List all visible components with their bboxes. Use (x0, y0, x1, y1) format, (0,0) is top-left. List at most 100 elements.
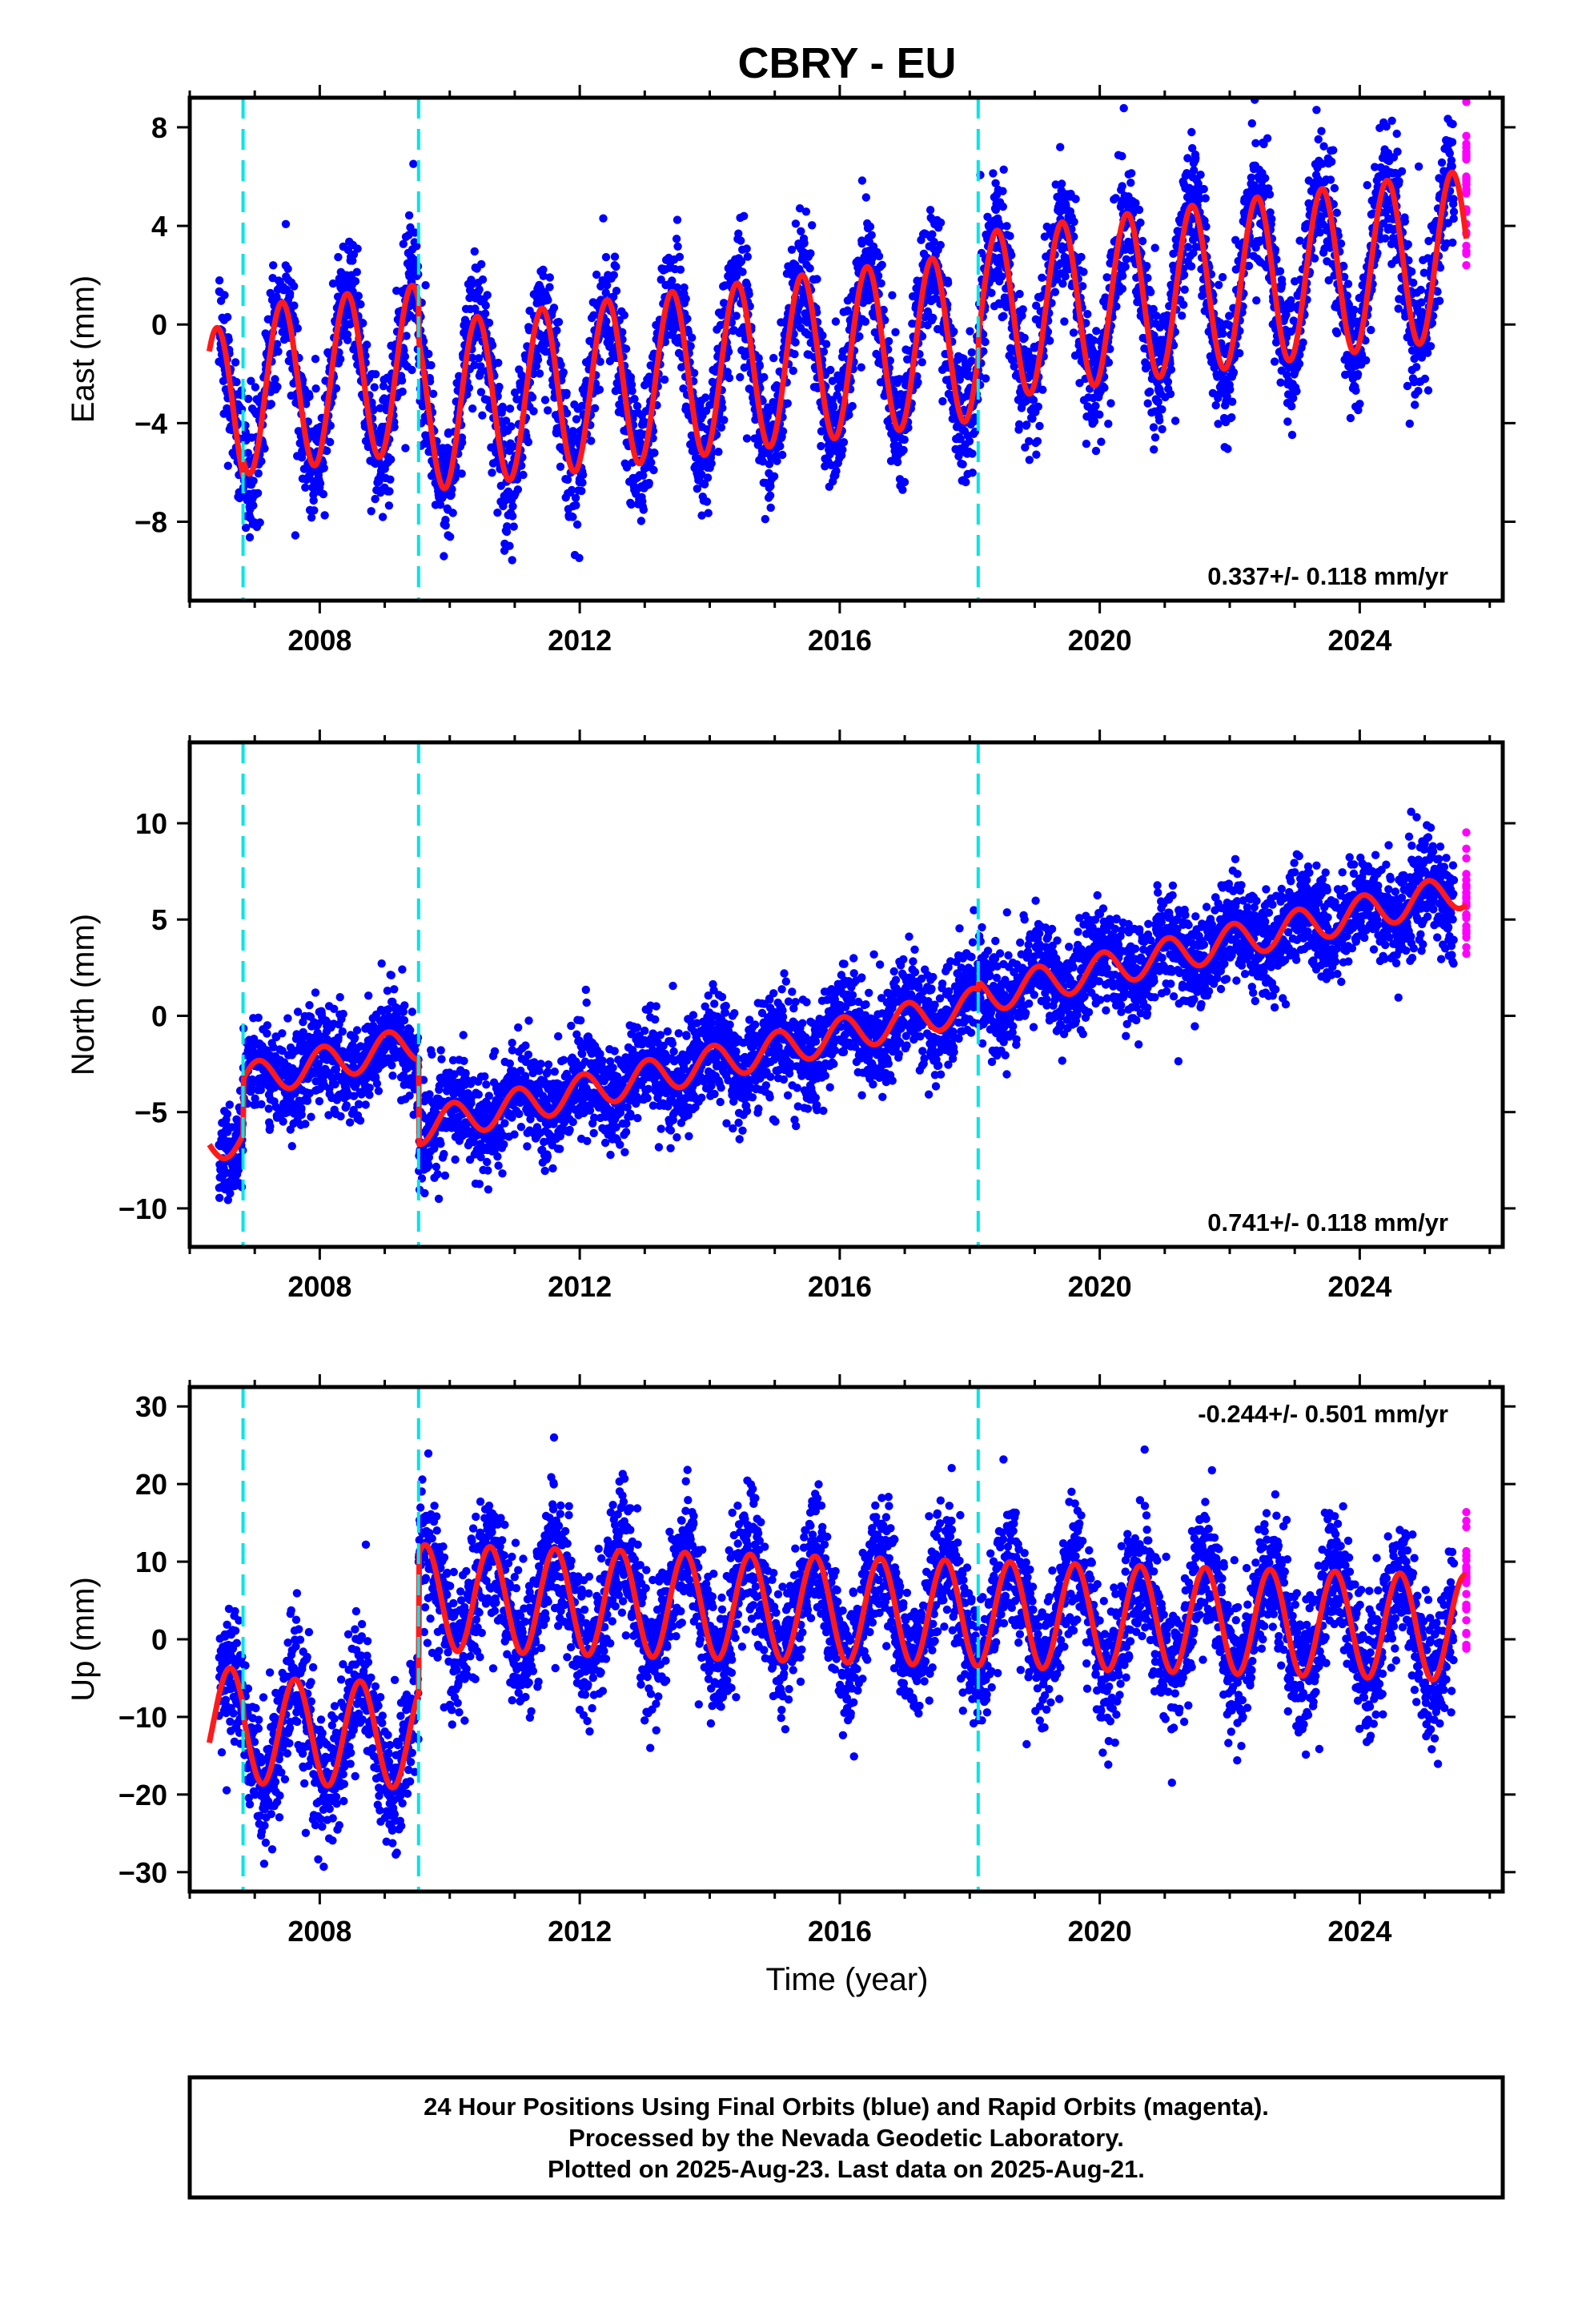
final-orbit-point (1006, 231, 1014, 240)
final-orbit-point (533, 356, 543, 364)
final-orbit-point (982, 374, 990, 383)
final-orbit-point (1343, 279, 1353, 288)
final-orbit-point (697, 470, 706, 479)
final-orbit-point (1179, 300, 1188, 309)
final-orbit-point (639, 505, 648, 514)
final-orbit-point (399, 239, 408, 248)
final-orbit-point (1278, 279, 1287, 288)
final-orbit-point (1118, 284, 1127, 293)
final-orbit-point (1154, 397, 1162, 407)
final-orbit-point (493, 509, 502, 517)
final-orbit-point (855, 332, 864, 341)
final-orbit-point (1198, 292, 1207, 300)
final-orbit-point (1202, 222, 1211, 231)
final-orbit-point (1405, 419, 1415, 428)
final-orbit-point (488, 468, 496, 477)
final-orbit-point (503, 522, 512, 531)
final-orbit-point (1363, 181, 1371, 190)
final-orbit-point (1223, 444, 1232, 453)
final-orbit-point (1265, 190, 1275, 199)
final-orbit-point (1261, 174, 1270, 183)
final-orbit-point (737, 257, 746, 266)
final-orbit-point (1282, 310, 1291, 320)
final-orbit-point (315, 479, 325, 488)
final-orbit-point (1053, 275, 1062, 283)
final-orbit-point (568, 513, 577, 521)
final-orbit-point (328, 279, 338, 288)
final-orbit-point (1414, 387, 1423, 396)
final-orbit-point (223, 461, 232, 470)
final-orbit-point (470, 360, 479, 370)
final-orbit-point (1102, 273, 1111, 282)
final-orbit-point (428, 389, 438, 398)
final-orbit-point (997, 272, 1006, 281)
final-orbit-point (938, 396, 947, 406)
final-orbit-point (1028, 414, 1037, 423)
final-orbit-point (356, 300, 365, 309)
final-orbit-point (630, 395, 639, 404)
final-orbit-point (556, 360, 565, 369)
final-orbit-point (478, 411, 487, 420)
final-orbit-point (290, 301, 299, 310)
final-orbit-point (936, 218, 946, 227)
final-orbit-point (833, 384, 843, 392)
final-orbit-point (1235, 348, 1244, 358)
final-orbit-point (766, 503, 775, 513)
final-orbit-point (568, 485, 576, 495)
final-orbit-point (601, 252, 611, 262)
final-orbit-point (787, 245, 797, 254)
final-orbit-point (386, 475, 395, 484)
final-orbit-point (1166, 389, 1175, 399)
final-orbit-point (281, 219, 291, 228)
final-orbit-point (930, 237, 938, 247)
final-orbit-point (1267, 215, 1276, 223)
final-orbit-point (612, 262, 620, 271)
final-orbit-point (808, 221, 817, 230)
final-orbit-point (640, 420, 648, 428)
final-orbit-point (707, 459, 716, 468)
final-orbit-point (881, 316, 889, 324)
final-orbit-point (1355, 400, 1364, 408)
final-orbit-point (1187, 127, 1196, 137)
final-orbit-point (587, 436, 596, 445)
final-orbit-point (1353, 370, 1363, 379)
final-orbit-point (1319, 220, 1327, 229)
final-orbit-point (1142, 262, 1151, 271)
final-orbit-point (307, 513, 316, 522)
final-orbit-point (510, 388, 520, 397)
final-orbit-point (1287, 402, 1296, 411)
final-orbit-point (1332, 328, 1342, 338)
final-orbit-point (628, 387, 636, 396)
final-orbit-point (478, 275, 488, 284)
final-orbit-point (1007, 251, 1016, 259)
final-orbit-point (1407, 267, 1416, 276)
final-orbit-point (1010, 362, 1018, 371)
final-orbit-point (1186, 262, 1196, 271)
final-orbit-point (861, 193, 871, 202)
final-orbit-point (563, 475, 572, 485)
final-orbit-point (825, 450, 834, 459)
final-orbit-point (323, 446, 331, 456)
final-orbit-point (673, 242, 682, 251)
final-orbit-point (943, 279, 953, 287)
final-orbit-point (301, 483, 310, 492)
final-orbit-point (998, 202, 1008, 211)
final-orbit-point (1327, 157, 1336, 167)
final-orbit-point (508, 502, 517, 511)
final-orbit-point (740, 211, 749, 220)
final-orbit-point (1104, 358, 1114, 367)
final-orbit-point (326, 421, 335, 430)
final-orbit-point (681, 294, 690, 304)
final-orbit-point (402, 332, 411, 340)
final-orbit-point (1153, 347, 1162, 356)
final-orbit-point (1403, 240, 1413, 249)
final-orbit-point (1034, 402, 1043, 411)
final-orbit-point (508, 556, 516, 565)
final-orbit-point (621, 344, 631, 353)
final-orbit-point (1227, 413, 1236, 422)
final-orbit-point (1393, 147, 1402, 156)
final-orbit-point (1095, 410, 1104, 419)
final-orbit-point (719, 299, 729, 308)
final-orbit-point (618, 328, 627, 336)
final-orbit-point (644, 478, 653, 488)
